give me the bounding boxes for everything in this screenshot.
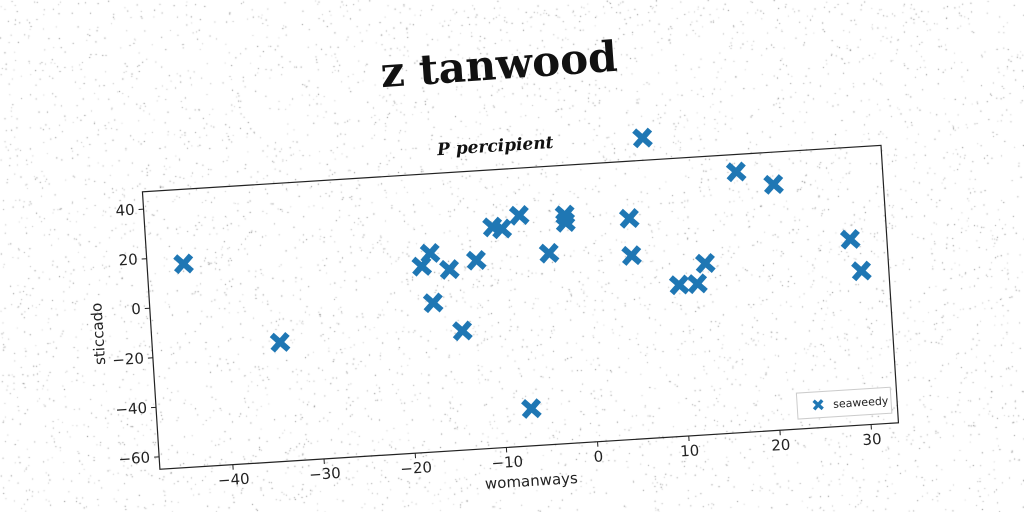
data-point: [839, 228, 861, 250]
data-point: [269, 331, 291, 353]
x-tick-label: −40: [217, 470, 250, 490]
data-point: [173, 253, 194, 275]
data-point: [422, 292, 444, 314]
y-tick-label: 40: [115, 201, 135, 220]
data-point: [555, 212, 576, 233]
data-point: [491, 218, 513, 240]
data-point: [694, 252, 716, 274]
plot-frame: [141, 144, 900, 470]
data-point: [419, 242, 441, 264]
y-tick-label: −40: [115, 399, 148, 419]
data-point: [851, 260, 872, 282]
data-point: [538, 242, 560, 264]
x-tick-label: −20: [400, 458, 433, 478]
x-axis-label: womanways: [484, 469, 578, 493]
chart-group: P percipient −40 −30 −20 −10 0 10 20 30 −60−40−…: [87, 127, 900, 493]
y-tick-label: 0: [131, 300, 142, 319]
data-point: [632, 127, 653, 149]
x-tick-label: 20: [771, 436, 791, 455]
data-point: [452, 320, 473, 342]
y-axis-label: sticcado: [87, 302, 109, 365]
y-axis-ticks: −60 −40 −20 0 20 40: [112, 201, 160, 468]
data-point: [465, 249, 487, 271]
y-tick-label: 20: [118, 250, 138, 269]
x-tick-label: −30: [309, 464, 342, 484]
legend-label: seaweedy: [833, 394, 889, 410]
data-point: [621, 245, 642, 266]
legend-box: [795, 386, 893, 420]
chart-title: P percipient: [436, 133, 555, 160]
data-point: [439, 259, 460, 280]
y-tick-label: −60: [118, 448, 151, 468]
legend-marker: [812, 399, 824, 411]
data-point: [687, 273, 708, 295]
x-tick-label: 10: [680, 441, 700, 460]
data-point: [521, 398, 542, 419]
x-tick-label: 0: [593, 447, 604, 466]
y-tick-label: −20: [112, 349, 145, 369]
x-tick-label: −10: [491, 452, 524, 472]
data-points: [173, 127, 872, 419]
x-tick-label: 30: [862, 430, 882, 449]
data-point: [763, 174, 784, 195]
data-point: [618, 208, 640, 229]
legend: seaweedy: [795, 386, 893, 420]
data-point: [725, 161, 747, 183]
data-point: [508, 205, 530, 226]
data-point: [668, 274, 690, 296]
x-axis-ticks: −40 −30 −20 −10 0 10 20 30: [217, 424, 882, 490]
